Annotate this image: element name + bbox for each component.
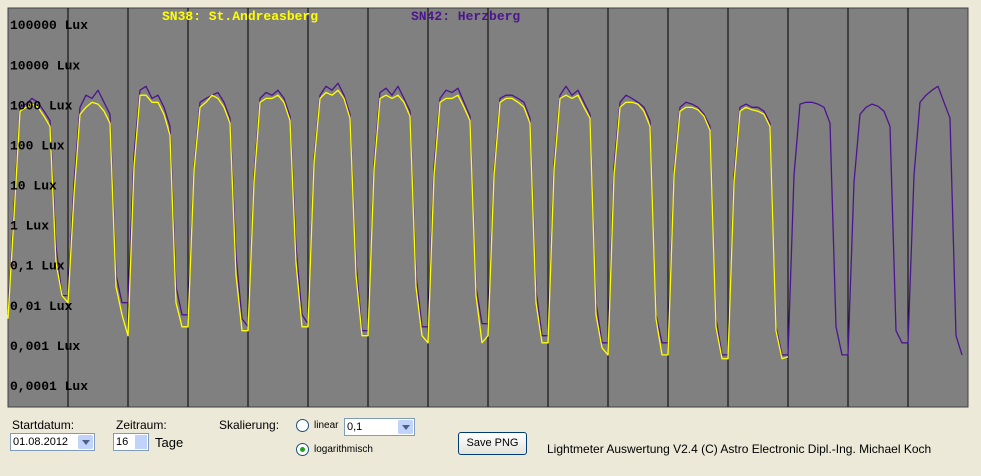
y-tick-label: 1 Lux (10, 219, 49, 234)
log-label: logarithmisch (314, 444, 373, 455)
skalierung-label: Skalierung: (219, 418, 280, 432)
y-tick-label: 0,001 Lux (10, 339, 80, 354)
dropdown-button[interactable] (78, 435, 93, 449)
startdatum-label: Startdatum: (12, 418, 75, 432)
chart: 100000 Lux 10000 Lux 1000 Lux 100 Lux 10 Lux… (7, 7, 969, 408)
y-tick-label: 0,01 Lux (10, 299, 73, 314)
y-tick-label: 0,0001 Lux (10, 379, 88, 394)
startdatum-select[interactable]: 01.08.2012 (10, 433, 95, 451)
series-line (7, 89, 789, 360)
startdatum-value: 01.08.2012 (13, 436, 69, 448)
spin-up[interactable] (135, 435, 147, 442)
dropdown-button[interactable] (398, 420, 413, 434)
y-tick-label: 100000 Lux (10, 18, 88, 33)
linear-select[interactable]: 0,1 (344, 418, 415, 436)
zeitraum-label: Zeitraum: (116, 418, 167, 432)
linear-value: 0,1 (347, 421, 363, 433)
y-tick-label: 100 Lux (10, 138, 65, 153)
zeitraum-spinner[interactable]: 16 (113, 433, 149, 451)
footer-text: Lightmeter Auswertung V2.4 (C) Astro Ele… (547, 442, 932, 456)
y-tick-label: 1000 Lux (10, 98, 73, 113)
spin-down[interactable] (135, 442, 147, 449)
log-radio[interactable] (296, 443, 309, 456)
linear-radio[interactable] (296, 419, 309, 432)
series-line (7, 82, 963, 356)
legend-entry: SN38: St.Andreasberg (162, 9, 318, 24)
zeitraum-value: 16 (116, 436, 129, 448)
y-tick-label: 10000 Lux (10, 58, 80, 73)
y-tick-label: 0,1 Lux (10, 259, 65, 274)
zeitraum-unit: Tage (155, 435, 184, 450)
legend-entry: SN42: Herzberg (411, 9, 520, 24)
y-tick-label: 10 Lux (10, 179, 57, 194)
linear-label: linear (314, 420, 339, 431)
save-button[interactable]: Save PNG (458, 432, 527, 455)
